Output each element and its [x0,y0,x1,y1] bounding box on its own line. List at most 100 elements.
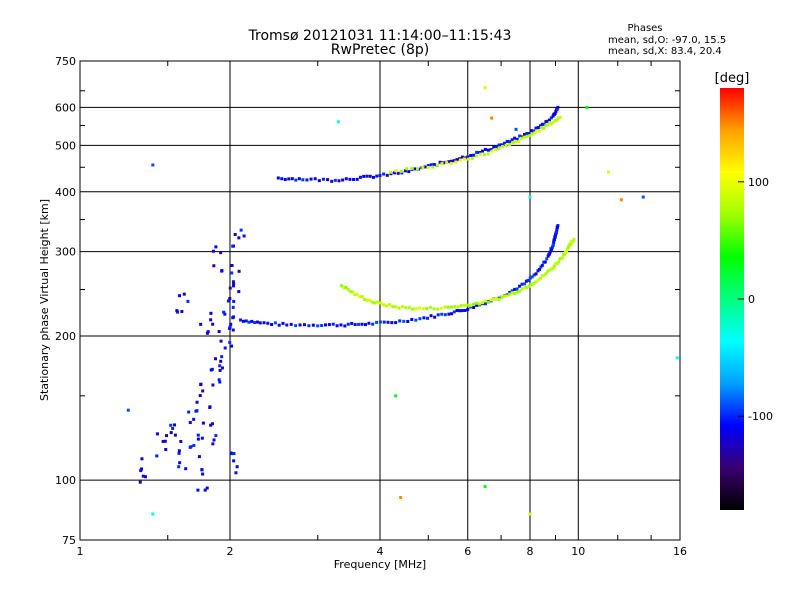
echo-point [390,321,394,325]
echo-point [503,294,507,298]
echo-point [378,174,382,178]
echo-point [173,433,177,437]
echo-point [530,275,534,279]
echo-point [526,278,530,282]
echo-point [382,172,386,176]
echo-point [447,160,451,164]
echo-point [389,170,393,174]
colorbar-ticks: 100 0 -100 [738,176,773,423]
echo-point [406,319,410,323]
echo-point [197,455,201,459]
echo-point [549,116,553,120]
echo-point [482,153,486,157]
echo-point [460,155,464,159]
echo-point [206,330,210,334]
echo-point [475,303,479,307]
chart-title: Tromsø 20121031 11:14:00–11:15:43 [248,28,512,44]
echo-point [228,286,232,290]
echo-point [561,256,565,260]
echo-point [305,178,309,182]
echo-point [283,177,287,181]
echo-point [317,179,321,183]
echo-point [370,300,374,304]
echo-point [230,344,234,348]
phases-o-stats: mean, sd,O: -97.0, 15.5 [608,35,726,46]
echo-point [277,323,281,327]
echo-point [469,304,473,308]
x-tick-label: 2 [227,545,234,558]
echo-point [452,159,456,163]
echo-point [241,319,245,323]
echo-point [151,163,155,167]
echo-point [569,243,573,247]
echo-point [552,240,556,244]
echo-point [535,129,539,133]
echo-point [126,408,130,412]
echo-point [276,176,280,180]
echo-point [230,271,234,275]
echo-point [534,280,538,284]
echo-point [443,305,447,309]
echo-point [363,297,367,301]
x-axis-label: Frequency [MHz] [334,558,426,571]
echo-point [585,105,589,109]
echo-point [179,439,183,443]
colorbar-tick-label: 100 [748,176,769,189]
echo-point [492,297,496,301]
echo-point [403,169,407,173]
echo-point [426,165,430,169]
echo-point [218,380,222,384]
echo-point [287,177,291,181]
echo-point [466,157,470,161]
echo-point [232,284,236,288]
echo-point [394,169,398,173]
echo-point [555,118,559,122]
echo-point [532,129,536,133]
echo-point [445,161,449,165]
echo-point [551,243,555,247]
echo-point [405,167,409,171]
echo-point [211,249,215,253]
echo-point [548,250,552,254]
echo-point [316,324,320,328]
echo-point [352,177,356,181]
echo-point [504,143,508,147]
echo-point [480,149,484,153]
echo-point [446,305,450,309]
echo-point [294,324,298,328]
echo-point [309,177,313,181]
echo-point [273,321,277,325]
echo-point [344,285,348,289]
echo-point [551,120,555,124]
echo-point [549,267,553,271]
echo-point [520,287,524,291]
echo-point [548,121,552,125]
echo-point [239,228,243,232]
echo-point [396,171,400,175]
echo-point [518,134,522,138]
echo-point [555,107,559,111]
echo-point [478,151,482,155]
echo-point [399,495,403,499]
echo-point [483,302,487,306]
echo-point [231,280,235,284]
echo-point [513,287,517,291]
echo-point [400,171,404,175]
echo-point [173,423,177,427]
echo-point [546,123,550,127]
echo-point [346,288,350,292]
echo-point [186,299,190,303]
echo-point [290,177,294,181]
echo-point [534,272,538,276]
echo-point [188,421,192,425]
echo-point [466,155,470,159]
echo-point [546,269,550,273]
echo-point [211,442,215,446]
echo-point [220,355,224,359]
echo-point [360,295,364,299]
echo-point [545,257,549,261]
echo-point [229,451,233,455]
echo-point [547,118,551,122]
echo-point [171,426,175,430]
